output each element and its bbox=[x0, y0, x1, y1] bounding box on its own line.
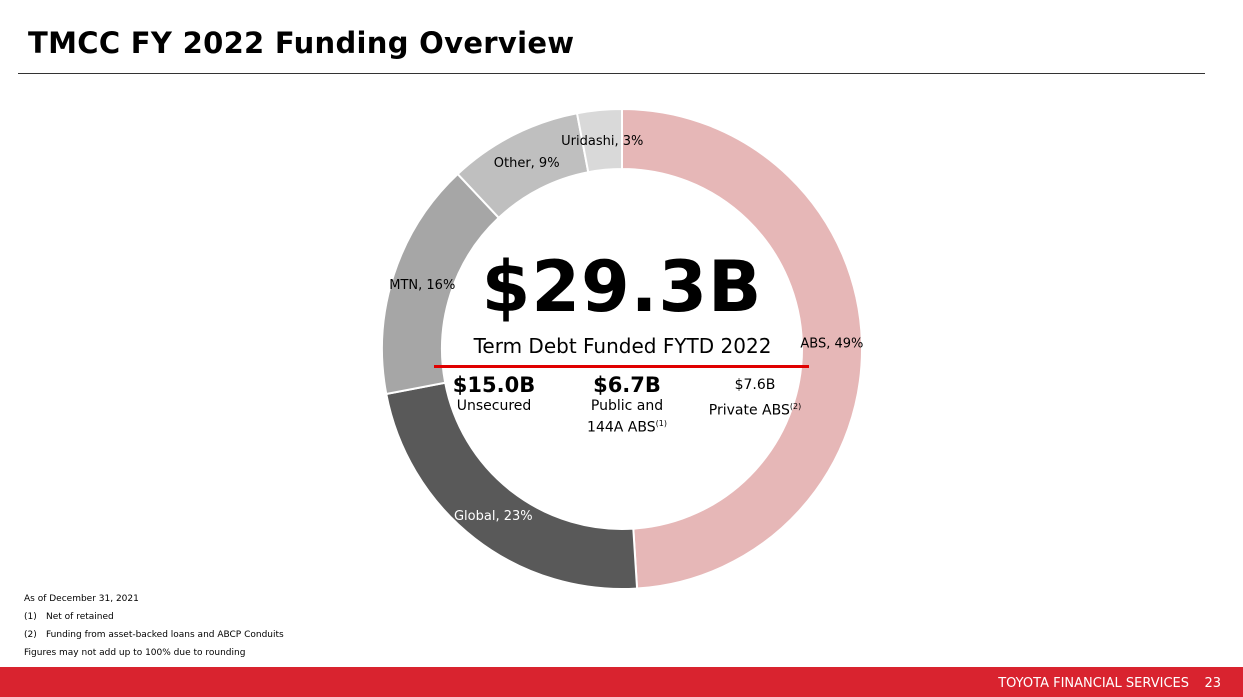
breakdown-label: Public and 144A ABS bbox=[587, 398, 664, 436]
breakdown-label: Unsecured bbox=[456, 398, 532, 414]
total-amount: $29.3B bbox=[481, 246, 763, 328]
total-subtitle: Term Debt Funded FYTD 2022 bbox=[473, 334, 772, 358]
footer-bar: TOYOTA FINANCIAL SERVICES 23 bbox=[0, 667, 1243, 697]
title-divider bbox=[18, 73, 1205, 74]
footer-brand: TOYOTA FINANCIAL SERVICES bbox=[998, 676, 1189, 691]
footnote-ref: (2) bbox=[789, 402, 802, 411]
breakdown-private-abs: $7.6B Private ABS(2) bbox=[700, 372, 810, 420]
slice-label-abs: ABS, 49% bbox=[800, 336, 863, 351]
breakdown-unsecured: $15.0B Unsecured bbox=[444, 372, 544, 415]
slice-uridashi bbox=[575, 107, 623, 174]
breakdown-value: $7.6B bbox=[734, 377, 776, 393]
footnote-1: (1) Net of retained bbox=[24, 612, 114, 622]
slice-label-global: Global, 23% bbox=[454, 509, 533, 524]
rounding-note: Figures may not add up to 100% due to ro… bbox=[24, 648, 246, 658]
slice-abs bbox=[621, 107, 863, 590]
breakdown-value: $15.0B bbox=[452, 373, 536, 397]
red-divider bbox=[434, 365, 809, 368]
breakdown-public-abs: $6.7B Public and 144A ABS(1) bbox=[562, 372, 692, 437]
footnote-2: (2) Funding from asset-backed loans and A… bbox=[24, 630, 284, 640]
breakdown-value: $6.7B bbox=[593, 373, 661, 397]
footnote-ref: (1) bbox=[655, 419, 667, 428]
footnotes: As of December 31, 2021 (1) Net of retain… bbox=[24, 590, 284, 662]
as-of-date: As of December 31, 2021 bbox=[24, 594, 139, 604]
slice-label-mtn: MTN, 16% bbox=[389, 278, 455, 293]
slice-label-uridashi: Uridashi, 3% bbox=[561, 134, 643, 149]
slice-label-other: Other, 9% bbox=[494, 156, 560, 171]
page-number: 23 bbox=[1204, 676, 1221, 691]
breakdown-label: Private ABS bbox=[708, 402, 790, 419]
slide-title: TMCC FY 2022 Funding Overview bbox=[28, 26, 575, 60]
